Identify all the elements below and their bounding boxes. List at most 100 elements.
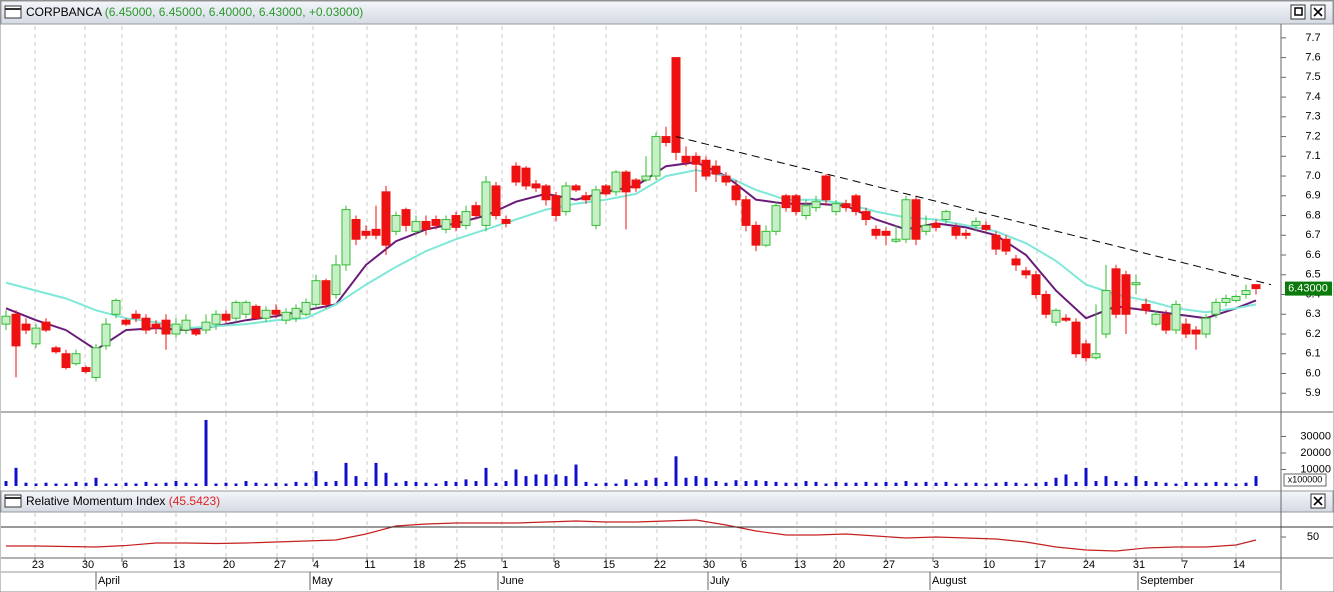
candle-body	[301, 301, 311, 315]
title-bar	[0, 0, 1334, 25]
volume-bar	[694, 476, 698, 486]
volume-bar	[144, 481, 148, 486]
volume-bar	[604, 482, 608, 486]
volume-bar	[644, 480, 648, 486]
candle-body	[571, 185, 581, 191]
y-tick-label: 7.0	[1305, 170, 1320, 182]
x-tick-label: 24	[1083, 559, 1095, 571]
volume-bar	[1194, 482, 1198, 486]
candle-body	[431, 218, 441, 226]
volume-bar	[134, 483, 138, 486]
volume-bar	[514, 469, 518, 486]
x-tick-label: 13	[173, 559, 185, 571]
volume-bar	[944, 481, 948, 486]
volume-bar	[224, 482, 228, 486]
window-icon	[4, 494, 22, 508]
volume-bar	[874, 482, 878, 486]
candle-body	[1111, 268, 1121, 315]
volume-bar	[1034, 482, 1038, 486]
x-tick-label: 30	[82, 559, 94, 571]
volume-bar	[294, 481, 298, 486]
volume-bar	[1134, 476, 1138, 486]
x-tick-label: 18	[413, 559, 425, 571]
candle-body	[251, 305, 261, 319]
maximize-button[interactable]	[1290, 4, 1306, 20]
volume-bar	[924, 481, 928, 486]
candle-body	[121, 319, 131, 325]
volume-bar	[324, 481, 328, 486]
volume-bar	[64, 483, 68, 486]
y-tick-label: 6.7	[1305, 229, 1320, 241]
rmi-line	[6, 519, 1257, 552]
volume-bar	[434, 483, 438, 486]
volume-bar	[1214, 481, 1218, 486]
candle-body	[1221, 297, 1231, 303]
volume-bar	[1054, 477, 1058, 486]
candle-body	[931, 222, 941, 228]
volume-bar	[234, 483, 238, 486]
y-tick-label: 10000	[1300, 463, 1331, 475]
candle-body	[331, 264, 341, 296]
volume-bar	[14, 467, 18, 486]
volume-bar	[304, 482, 308, 486]
volume-bar	[364, 481, 368, 486]
x-tick-label: 17	[1034, 559, 1046, 571]
volume-bar	[1254, 476, 1258, 486]
candle-body	[261, 309, 271, 319]
candle-body	[761, 230, 771, 246]
candle-body	[1101, 290, 1111, 335]
volume-bar	[744, 481, 748, 486]
volume-bar	[544, 474, 548, 486]
candle-body	[841, 203, 851, 209]
candle-body	[241, 301, 251, 315]
volume-bar	[414, 481, 418, 486]
volume-bar	[774, 481, 778, 486]
candle-body	[711, 165, 721, 175]
candle-body	[881, 230, 891, 236]
last-price-label: 6.43000	[1288, 282, 1328, 294]
candle-body	[1081, 343, 1091, 359]
volume-bar	[374, 462, 378, 486]
candle-body	[221, 313, 231, 321]
volume-bar	[54, 483, 58, 486]
volume-bar	[314, 471, 318, 486]
volume-bar	[284, 483, 288, 486]
candle-body	[1041, 294, 1051, 315]
candle-body	[961, 232, 971, 236]
volume-bar	[164, 482, 168, 486]
candle-body	[181, 319, 191, 331]
volume-bar	[394, 482, 398, 486]
volume-bar	[84, 482, 88, 486]
x-tick-label: 10	[983, 559, 995, 571]
volume-bar	[534, 474, 538, 486]
volume-bar	[794, 482, 798, 486]
x-tick-label: 6	[741, 559, 747, 571]
candle-body	[631, 179, 641, 189]
month-label: September	[1140, 575, 1194, 587]
volume-bar	[974, 482, 978, 486]
candle-body	[341, 209, 351, 266]
x-tick-label: 25	[454, 559, 466, 571]
volume-bar	[184, 482, 188, 486]
volume-bar	[214, 483, 218, 486]
volume-bar	[424, 482, 428, 486]
volume-bar	[504, 481, 508, 486]
volume-bar	[254, 482, 258, 486]
candle-body	[161, 319, 171, 335]
candle-body	[941, 211, 951, 220]
volume-bar	[1064, 474, 1068, 486]
candle-body	[1091, 353, 1101, 359]
candle-body	[551, 195, 561, 217]
volume-bar	[844, 482, 848, 486]
candle-body	[371, 228, 381, 236]
x-tick-label: 20	[223, 559, 235, 571]
x-tick-label: 15	[603, 559, 615, 571]
volume-bar	[1244, 482, 1248, 486]
volume-bar	[1004, 481, 1008, 486]
volume-bar	[854, 482, 858, 486]
candle-body	[1001, 238, 1011, 252]
candle-body	[1131, 282, 1141, 286]
volume-bar	[494, 482, 498, 486]
candle-body	[691, 155, 701, 165]
volume-bar	[44, 482, 48, 486]
